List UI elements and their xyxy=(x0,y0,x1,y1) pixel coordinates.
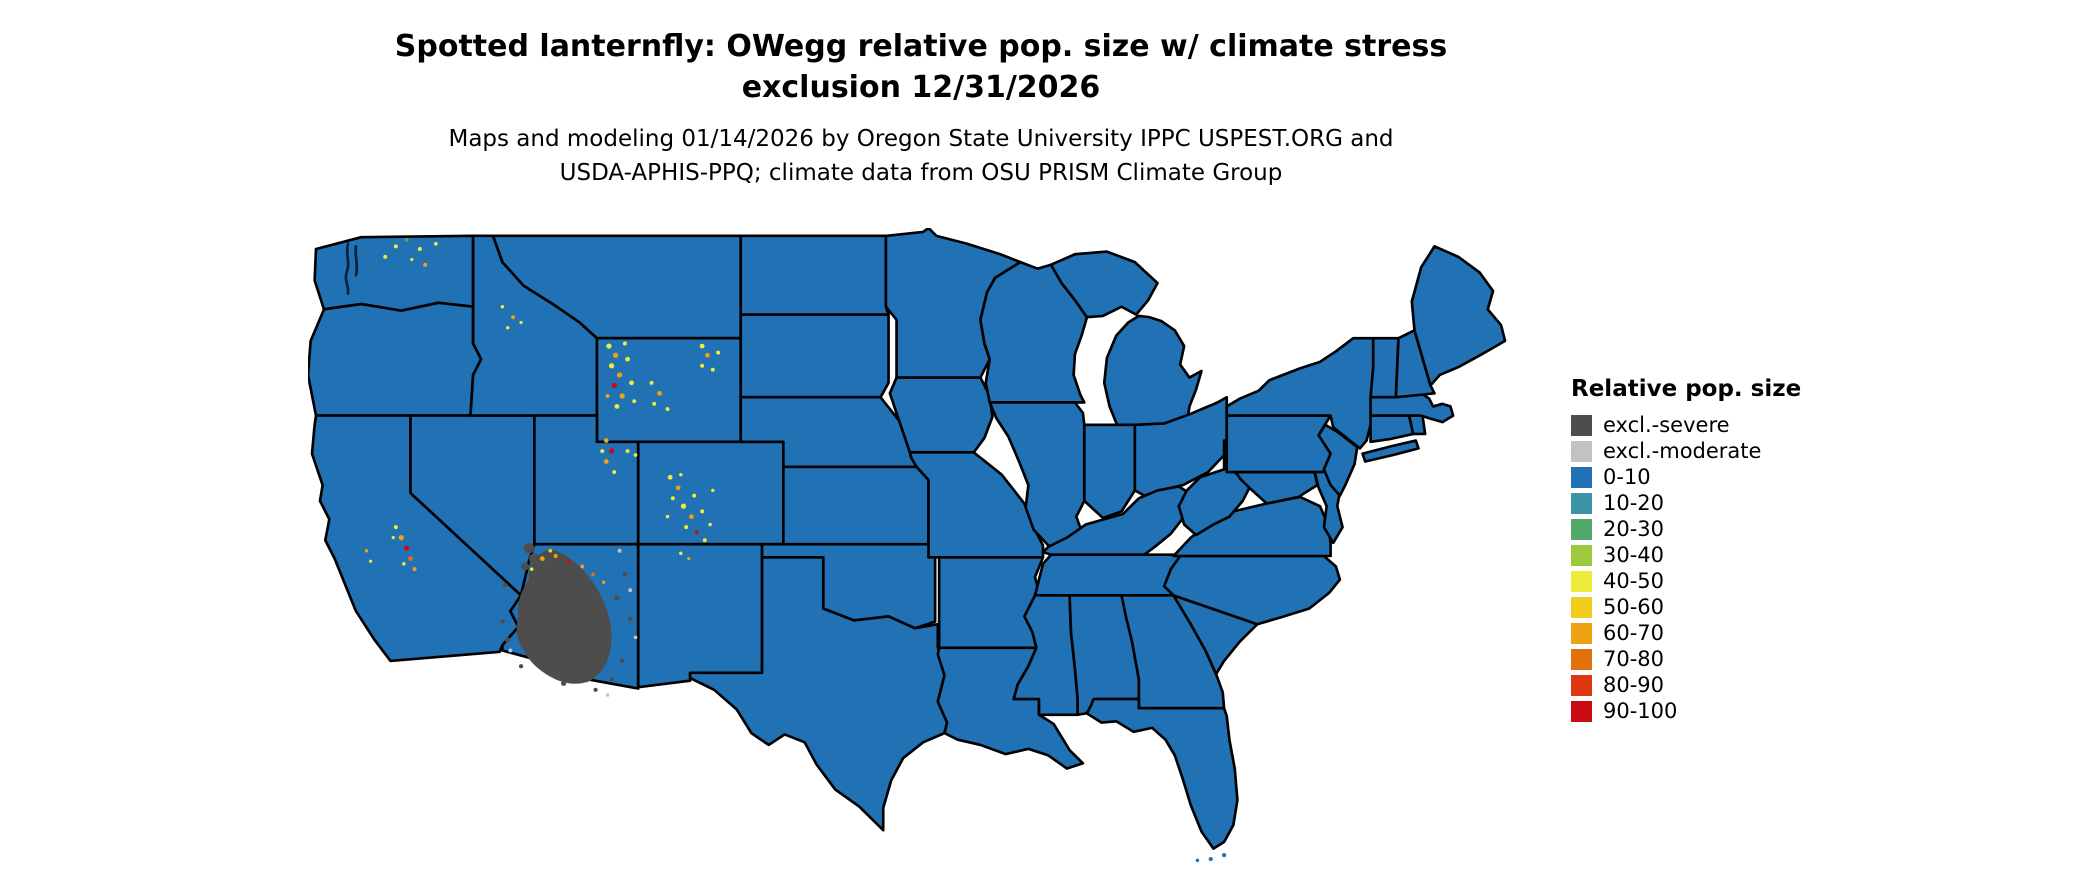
legend-swatch-excl-severe xyxy=(1571,414,1592,436)
legend-item: 70-80 xyxy=(1571,646,1801,672)
legend-item: 50-60 xyxy=(1571,594,1801,620)
legend-swatch-10-20 xyxy=(1571,492,1592,514)
legend-label: excl.-severe xyxy=(1603,413,1730,437)
legend-item: 10-20 xyxy=(1571,490,1801,516)
state-nc xyxy=(1162,554,1342,626)
exclusion-region-severe xyxy=(500,542,638,697)
legend: Relative pop. size excl.-severe excl.-mo… xyxy=(1571,376,1801,724)
legend-label: 20-30 xyxy=(1603,517,1665,541)
state-vt xyxy=(1369,336,1400,399)
state-nd xyxy=(739,234,890,316)
legend-label: 80-90 xyxy=(1603,673,1665,697)
legend-swatch-80-90 xyxy=(1571,674,1592,696)
state-co xyxy=(636,440,785,546)
state-pa xyxy=(1225,414,1335,474)
legend-label: excl.-moderate xyxy=(1603,439,1762,463)
legend-swatch-excl-moderate xyxy=(1571,440,1592,462)
chart-subtitle-line2: USDA-APHIS-PPQ; climate data from OSU PR… xyxy=(559,160,1283,186)
state-sd xyxy=(739,313,890,399)
legend-label: 60-70 xyxy=(1603,621,1665,645)
legend-swatch-50-60 xyxy=(1571,596,1592,618)
state-mi xyxy=(1102,314,1203,428)
state-fl xyxy=(1085,697,1239,850)
us-map xyxy=(308,228,1507,863)
state-ar xyxy=(937,556,1045,650)
us-states xyxy=(308,228,1507,863)
state-or xyxy=(308,301,483,417)
legend-item: excl.-moderate xyxy=(1571,438,1801,464)
legend-item: 80-90 xyxy=(1571,672,1801,698)
state-oh xyxy=(1133,395,1229,497)
state-ct xyxy=(1369,414,1415,444)
florida-keys xyxy=(1195,853,1227,863)
state-sc xyxy=(1172,594,1259,676)
long-island xyxy=(1361,439,1420,463)
legend-item: excl.-severe xyxy=(1571,412,1801,438)
state-ma xyxy=(1369,392,1455,424)
legend-swatch-0-10 xyxy=(1571,466,1592,488)
legend-item: 40-50 xyxy=(1571,568,1801,594)
state-in xyxy=(1082,423,1137,520)
state-ia xyxy=(888,376,994,454)
chart-title-line1: Spotted lanternfly: OWegg relative pop. … xyxy=(394,29,1448,64)
hotspot-speckles xyxy=(364,237,721,584)
legend-label: 30-40 xyxy=(1603,543,1665,567)
state-wa xyxy=(313,234,475,312)
state-nm xyxy=(636,542,764,689)
legend-swatch-60-70 xyxy=(1571,622,1592,644)
legend-label: 10-20 xyxy=(1603,491,1665,515)
legend-swatch-70-80 xyxy=(1571,648,1592,670)
state-ri xyxy=(1407,414,1427,436)
legend-label: 70-80 xyxy=(1603,647,1665,671)
chart-title: Spotted lanternfly: OWegg relative pop. … xyxy=(0,26,1842,108)
legend-item: 60-70 xyxy=(1571,620,1801,646)
legend-item: 20-30 xyxy=(1571,516,1801,542)
legend-item: 30-40 xyxy=(1571,542,1801,568)
legend-item: 0-10 xyxy=(1571,464,1801,490)
state-ok xyxy=(760,542,937,630)
legend-label: 50-60 xyxy=(1603,595,1665,619)
legend-item: 90-100 xyxy=(1571,698,1801,724)
legend-label: 90-100 xyxy=(1603,699,1678,723)
legend-swatch-40-50 xyxy=(1571,570,1592,592)
state-ks xyxy=(782,465,930,546)
puget-sound-inlets xyxy=(344,242,359,295)
legend-label: 40-50 xyxy=(1603,569,1665,593)
legend-swatch-20-30 xyxy=(1571,518,1592,540)
chart-subtitle-line1: Maps and modeling 01/14/2026 by Oregon S… xyxy=(448,126,1394,152)
legend-swatch-30-40 xyxy=(1571,544,1592,566)
legend-label: 0-10 xyxy=(1603,465,1651,489)
legend-swatch-90-100 xyxy=(1571,700,1592,722)
state-mi-upper-peninsula xyxy=(1049,250,1159,319)
legend-title: Relative pop. size xyxy=(1571,376,1802,402)
chart-subtitle: Maps and modeling 01/14/2026 by Oregon S… xyxy=(0,122,1842,190)
state-me xyxy=(1410,245,1507,387)
chart-title-line2: exclusion 12/31/2026 xyxy=(741,70,1101,105)
